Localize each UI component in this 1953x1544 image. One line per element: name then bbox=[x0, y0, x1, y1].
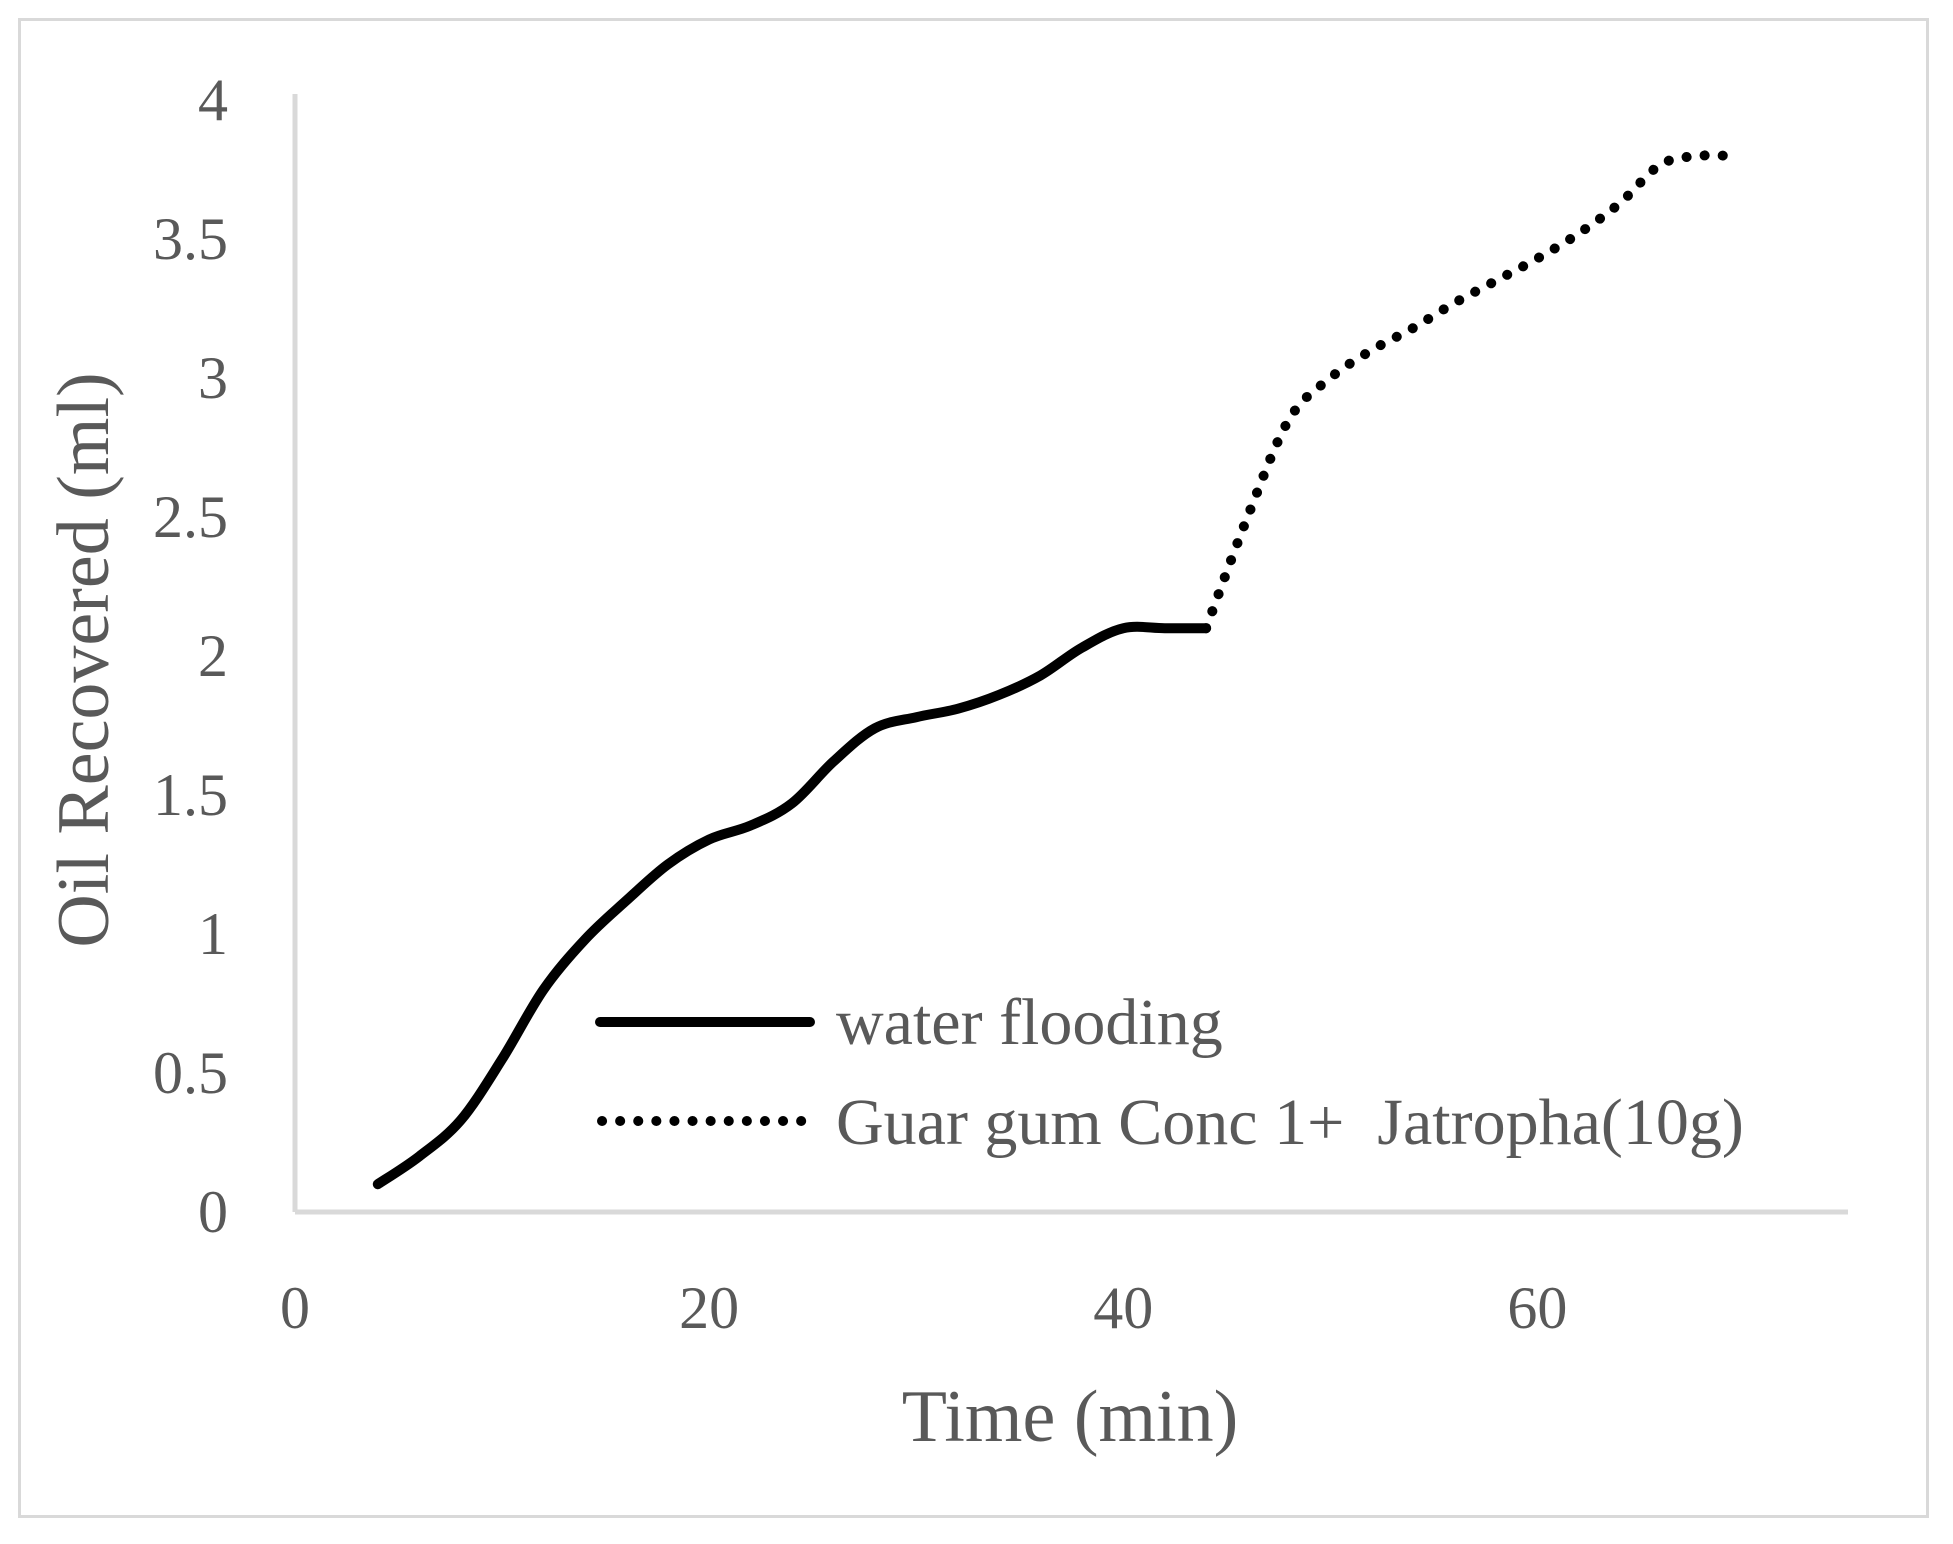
x-tick-labels: 0 20 40 60 bbox=[280, 1275, 1567, 1341]
x-tick-label: 60 bbox=[1507, 1275, 1567, 1341]
legend-label-guar-gum: Guar gum Conc 1+ Jatropha(10g) bbox=[836, 1086, 1744, 1159]
series-line-guar-gum bbox=[1201, 149, 1729, 634]
y-tick-label: 3.5 bbox=[153, 206, 228, 272]
series-line-water-flooding bbox=[372, 621, 1212, 1190]
x-axis-title: Time (min) bbox=[902, 1376, 1238, 1458]
x-tick-label: 40 bbox=[1093, 1275, 1153, 1341]
x-tick-label: 20 bbox=[679, 1275, 739, 1341]
x-tick-label: 0 bbox=[280, 1275, 310, 1341]
y-tick-label: 1.5 bbox=[153, 762, 228, 828]
y-tick-label: 3 bbox=[198, 345, 228, 411]
y-tick-label: 2.5 bbox=[153, 484, 228, 550]
y-tick-labels: 0 0.5 1 1.5 2 2.5 3 3.5 4 bbox=[153, 67, 228, 1245]
y-tick-label: 0.5 bbox=[153, 1040, 228, 1106]
chart-frame bbox=[18, 18, 1929, 1518]
y-axis-title: Oil Recovered (ml) bbox=[43, 372, 125, 947]
legend: water flooding Guar gum Conc 1+ Jatropha… bbox=[595, 986, 1744, 1159]
series-layer bbox=[372, 149, 1729, 1190]
y-tick-label: 1 bbox=[198, 901, 228, 967]
axes bbox=[292, 94, 1848, 1215]
y-tick-label: 2 bbox=[198, 623, 228, 689]
y-tick-label: 0 bbox=[198, 1179, 228, 1245]
legend-label-water-flooding: water flooding bbox=[836, 986, 1223, 1059]
y-tick-label: 4 bbox=[198, 67, 228, 133]
